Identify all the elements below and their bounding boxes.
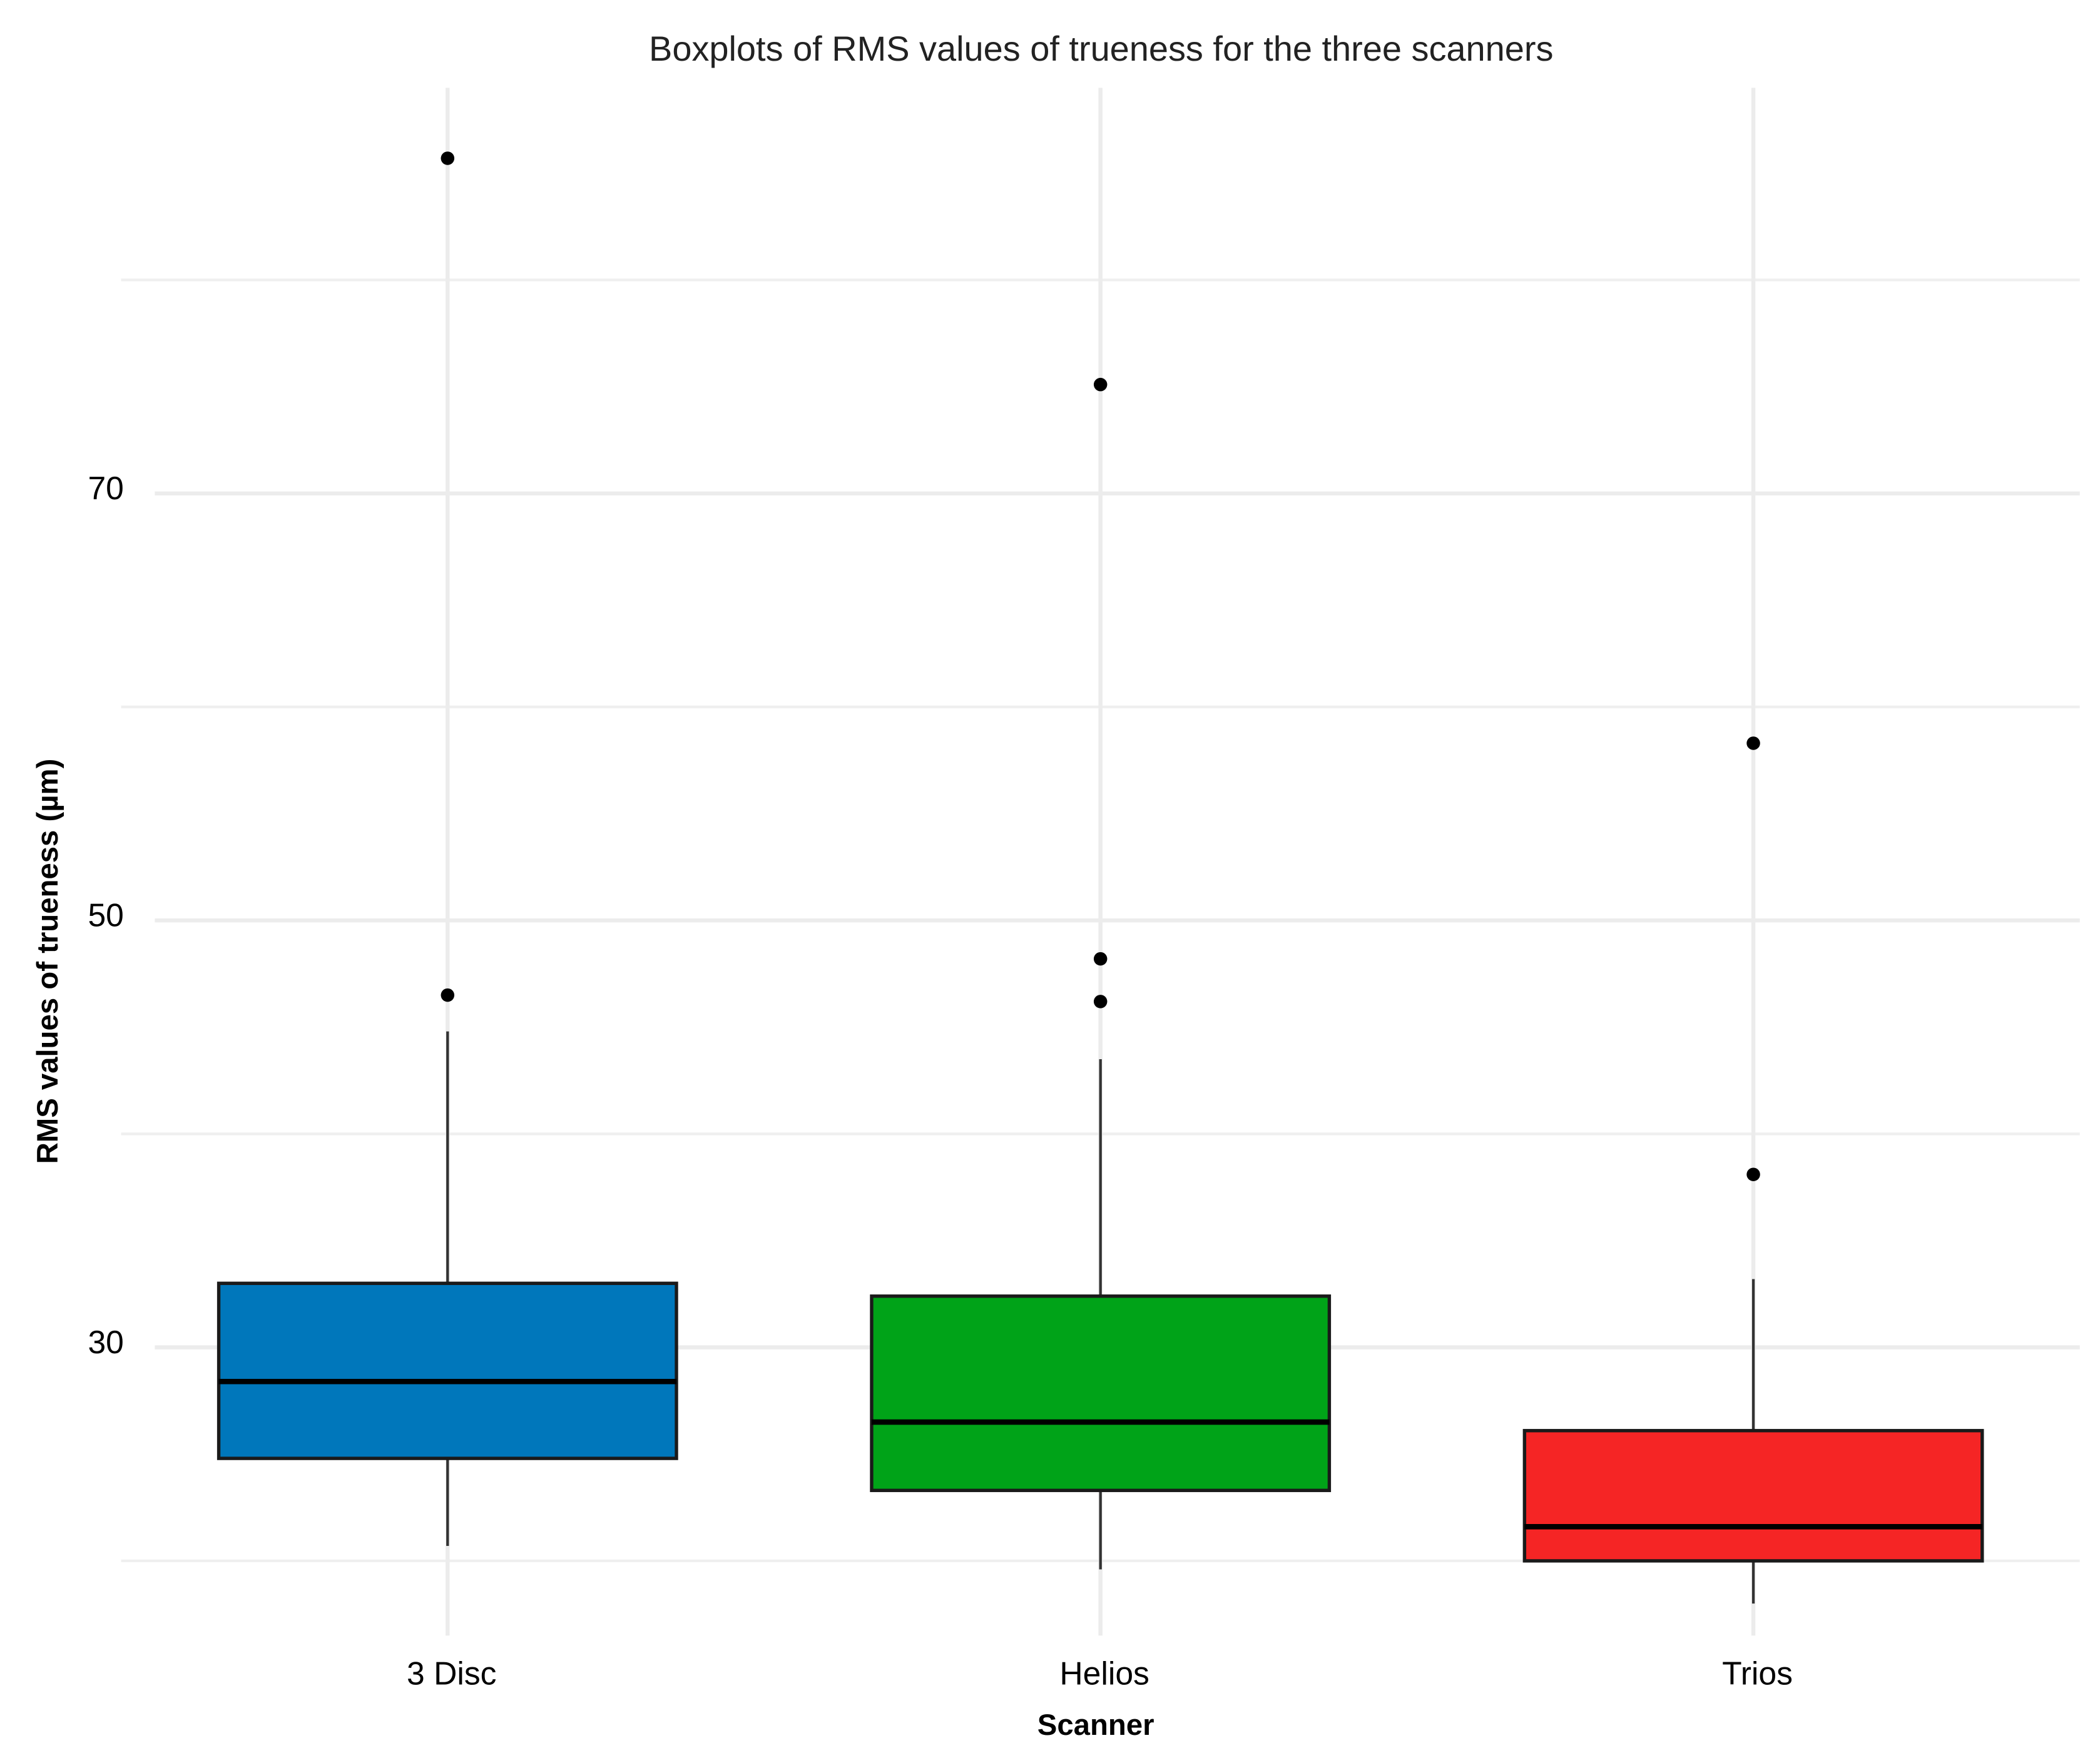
x-tick-label: Helios bbox=[1059, 1655, 1149, 1692]
outlier bbox=[1093, 995, 1108, 1009]
outlier bbox=[1093, 952, 1108, 966]
box bbox=[217, 1281, 678, 1460]
x-axis-label: Scanner bbox=[1037, 1709, 1154, 1742]
box bbox=[870, 1294, 1332, 1492]
box bbox=[1522, 1429, 1984, 1563]
outlier bbox=[441, 988, 455, 1002]
outlier bbox=[1746, 736, 1760, 750]
y-tick-label: 70 bbox=[88, 470, 123, 506]
y-tick-label: 50 bbox=[88, 897, 123, 933]
outlier bbox=[1746, 1167, 1760, 1182]
outlier bbox=[441, 151, 455, 165]
x-tick-label: Trios bbox=[1722, 1655, 1793, 1692]
outlier bbox=[1093, 377, 1108, 392]
y-tick-label: 30 bbox=[88, 1324, 123, 1360]
chart-title: Boxplots of RMS values of trueness for t… bbox=[649, 29, 1553, 68]
y-axis-label: RMS values of trueness (µm) bbox=[31, 759, 64, 1164]
x-tick-label: 3 Disc bbox=[407, 1655, 496, 1692]
